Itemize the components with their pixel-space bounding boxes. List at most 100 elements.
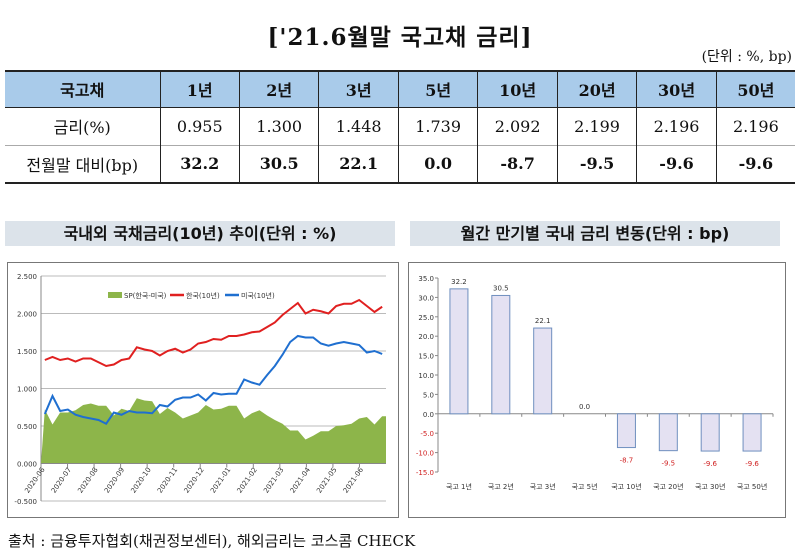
section-title-left: 국내외 국채금리(10년) 추이(단위 : %) [5,221,395,246]
table-row: 금리(%) 0.955 1.300 1.448 1.739 2.092 2.19… [5,107,795,145]
data-label: 30.5 [493,284,509,292]
legend-swatch [108,292,122,298]
cell: 2.199 [556,107,637,145]
y-tick-label: -15.0 [416,469,434,477]
y-tick-label: -5.0 [420,430,434,438]
bar-chart: -15.0 -10.0 -5.0 0.0 5.0 10.0 15.0 20.0 25.0 30.0… [416,275,774,491]
x-tick-label: 2021-05 [315,466,338,495]
section-title-right: 월간 만기별 국내 금리 변동(단위 : bp) [410,221,780,246]
legend-label: 한국(10년) [186,291,220,300]
x-tick-label: 2021-06 [342,466,366,495]
header-cell: 50년 [715,71,795,107]
cell: 30.5 [238,145,319,183]
row-label: 전월말 대비(bp) [26,155,139,175]
header-cell: 20년 [556,71,637,107]
spread-area [41,398,386,464]
y-tick-label: 10.0 [418,372,434,380]
cell: 32.2 [159,145,240,183]
cell: 0.955 [159,107,240,145]
rate-table: 국고채 1년 2년 3년 5년 10년 20년 30년 50년 금리(%) 0.… [5,70,795,184]
cell: -9.6 [636,145,717,183]
header-cell: 10년 [477,71,558,107]
row-label: 금리(%) [53,118,111,137]
bar [742,413,762,452]
x-category-label: 국고 1년 [446,482,472,491]
y-tick-label: 1.500 [17,348,37,356]
x-tick-label: 2020-11 [156,466,179,495]
data-label: 22.1 [535,317,551,325]
table-row: 전월말 대비(bp) 32.2 30.5 22.1 0.0 -8.7 -9.5 … [5,145,795,183]
bar [700,413,720,452]
series-line-us [43,334,383,426]
bar [491,294,511,415]
cell: 1.739 [397,107,478,145]
unit-note: (단위 : %, bp) [701,49,792,65]
line-chart: -0.500 0.000 0.500 1.000 1.500 2.000 2.500 2020… [14,273,386,506]
data-label: -9.6 [703,460,717,468]
bar-chart-box: -15.0 -10.0 -5.0 0.0 5.0 10.0 15.0 20.0 25.0 30.0… [408,262,786,518]
data-label: -8.7 [620,457,634,465]
bar [449,288,469,415]
y-tick-label: 20.0 [418,333,434,341]
cell: 1.448 [318,107,399,145]
x-tick-label: 2020-07 [50,466,73,495]
line-chart-box: -0.500 0.000 0.500 1.000 1.500 2.000 2.500 2020… [7,262,399,518]
header-cell: 3년 [318,71,399,107]
cell: -9.5 [556,145,637,183]
data-label: 32.2 [451,278,467,286]
x-tick-label: 2021-03 [262,466,285,495]
x-category-label: 국고 20년 [653,482,683,491]
legend-label: 미국(10년) [241,291,275,300]
y-tick-label: 0.500 [17,423,37,431]
cell: -8.7 [477,145,558,183]
page-title: ['21.6월말 국고채 금리] [267,24,533,51]
cell: 0.0 [397,145,478,183]
source-note: 출처 : 금융투자협회(채권정보센터), 해외금리는 코스콤 CHECK [8,532,416,550]
header-cell: 30년 [636,71,717,107]
y-tick-label: 30.0 [418,294,434,302]
x-tick-label: 2020-09 [103,466,126,495]
cell: -9.6 [715,145,795,183]
data-label: -9.6 [745,460,759,468]
x-tick-label: 2020-10 [129,466,152,495]
x-tick-label: 2021-02 [236,466,259,495]
x-category-label: 국고 2년 [488,482,514,491]
y-tick-label: 25.0 [418,314,434,322]
y-tick-label: 15.0 [418,353,434,361]
data-label: -9.5 [661,460,675,468]
cell: 22.1 [318,145,399,183]
header-cell: 1년 [159,71,240,107]
x-category-label: 국고 3년 [530,482,556,491]
header-cell: 2년 [238,71,319,107]
x-tick-label: 2021-01 [209,466,232,495]
x-tick-label: 2020-08 [76,466,99,495]
x-category-label: 국고 5년 [572,482,598,491]
data-label: 0.0 [579,403,590,411]
y-tick-label: 0.000 [17,461,37,469]
cell: 1.300 [238,107,319,145]
y-tick-label: 0.0 [423,411,434,419]
bar [616,413,636,449]
y-tick-label: 1.000 [17,386,37,394]
header-cell: 5년 [397,71,478,107]
x-category-label: 국고 50년 [737,482,767,491]
cell: 2.196 [715,107,795,145]
x-category-label: 국고 30년 [695,482,725,491]
x-tick-label: 2020-06 [23,466,47,495]
x-tick-label: 2021-04 [289,466,313,495]
legend-label: SP(한국-미국) [124,291,167,300]
y-tick-label: -10.0 [416,450,434,458]
series-line-korea [44,298,383,368]
cell: 2.092 [477,107,558,145]
x-tick-label: 2020-12 [183,466,206,495]
y-tick-label: 35.0 [418,275,434,283]
header-cell: 국고채 [60,81,105,101]
bar [533,327,553,415]
table-header-row: 국고채 1년 2년 3년 5년 10년 20년 30년 50년 [5,71,795,107]
x-category-label: 국고 10년 [611,482,641,491]
bar [658,413,678,452]
y-tick-label: -0.500 [14,498,37,506]
y-tick-label: 5.0 [423,391,434,399]
y-tick-label: 2.000 [17,311,37,319]
y-tick-label: 2.500 [17,273,37,281]
